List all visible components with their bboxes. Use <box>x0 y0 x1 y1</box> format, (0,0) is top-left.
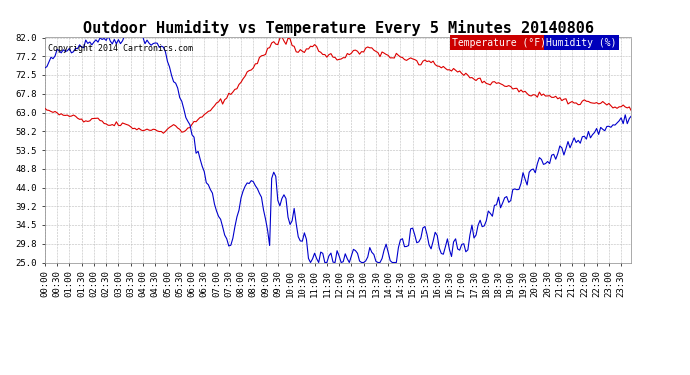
Text: Humidity (%): Humidity (%) <box>546 38 617 48</box>
Text: Copyright 2014 Cartronics.com: Copyright 2014 Cartronics.com <box>48 44 193 53</box>
Title: Outdoor Humidity vs Temperature Every 5 Minutes 20140806: Outdoor Humidity vs Temperature Every 5 … <box>83 20 593 36</box>
Text: Temperature (°F): Temperature (°F) <box>453 38 546 48</box>
